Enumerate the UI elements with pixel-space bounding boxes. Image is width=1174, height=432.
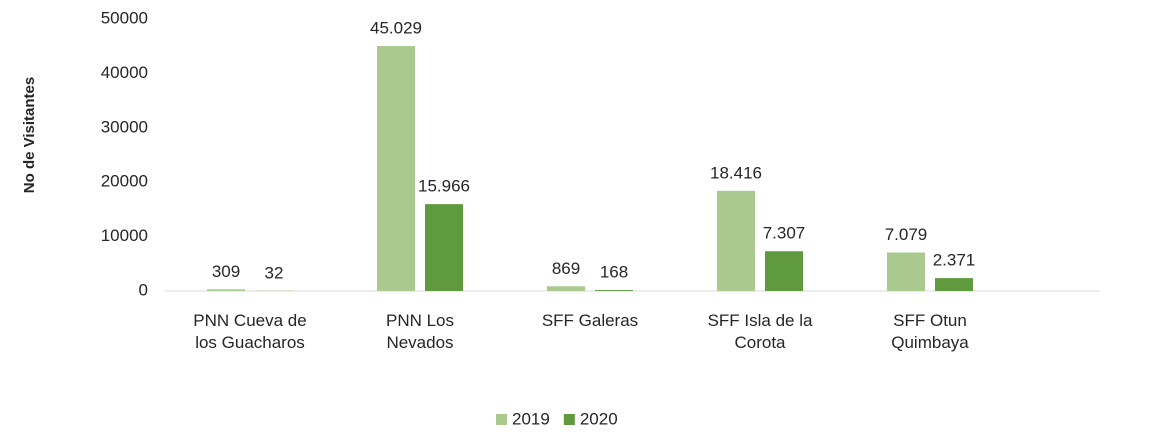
data-label: 15.966 — [418, 177, 470, 196]
data-label: 2.371 — [933, 251, 976, 270]
data-label: 45.029 — [370, 19, 422, 38]
bar — [207, 289, 245, 291]
legend-swatch — [563, 414, 575, 425]
y-tick-label: 40000 — [101, 63, 148, 82]
y-tick-label: 50000 — [101, 8, 148, 27]
y-axis-title: No de Visitantes — [21, 77, 38, 193]
data-label: 7.307 — [763, 224, 806, 243]
x-tick-label: PNN Cueva de los Guacharos — [193, 311, 306, 352]
y-tick-label: 0 — [139, 280, 148, 299]
data-label: 32 — [265, 263, 284, 282]
bar — [887, 252, 925, 291]
bar — [425, 204, 463, 291]
bar — [765, 251, 803, 291]
legend-label: 2020 — [580, 409, 618, 428]
x-tick-label: SFF Isla de la Corota — [708, 311, 813, 352]
y-tick-label: 10000 — [101, 226, 148, 245]
data-label: 309 — [212, 262, 240, 281]
bar — [935, 278, 973, 291]
data-label: 18.416 — [710, 163, 762, 182]
bar — [595, 290, 633, 291]
bar — [377, 46, 415, 292]
data-label: 869 — [552, 259, 580, 278]
bar — [717, 190, 755, 291]
y-tick-label: 20000 — [101, 172, 148, 191]
data-label: 7.079 — [885, 225, 928, 244]
legend-swatch — [496, 414, 507, 425]
data-label: 168 — [600, 263, 628, 282]
legend-label: 2019 — [512, 409, 550, 428]
x-tick-label: SFF Otun Quimbaya — [891, 311, 969, 352]
bar — [547, 286, 585, 291]
x-tick-label: SFF Galeras — [542, 311, 638, 330]
x-tick-label: PNN Los Nevados — [386, 311, 454, 352]
y-tick-label: 30000 — [101, 117, 148, 136]
